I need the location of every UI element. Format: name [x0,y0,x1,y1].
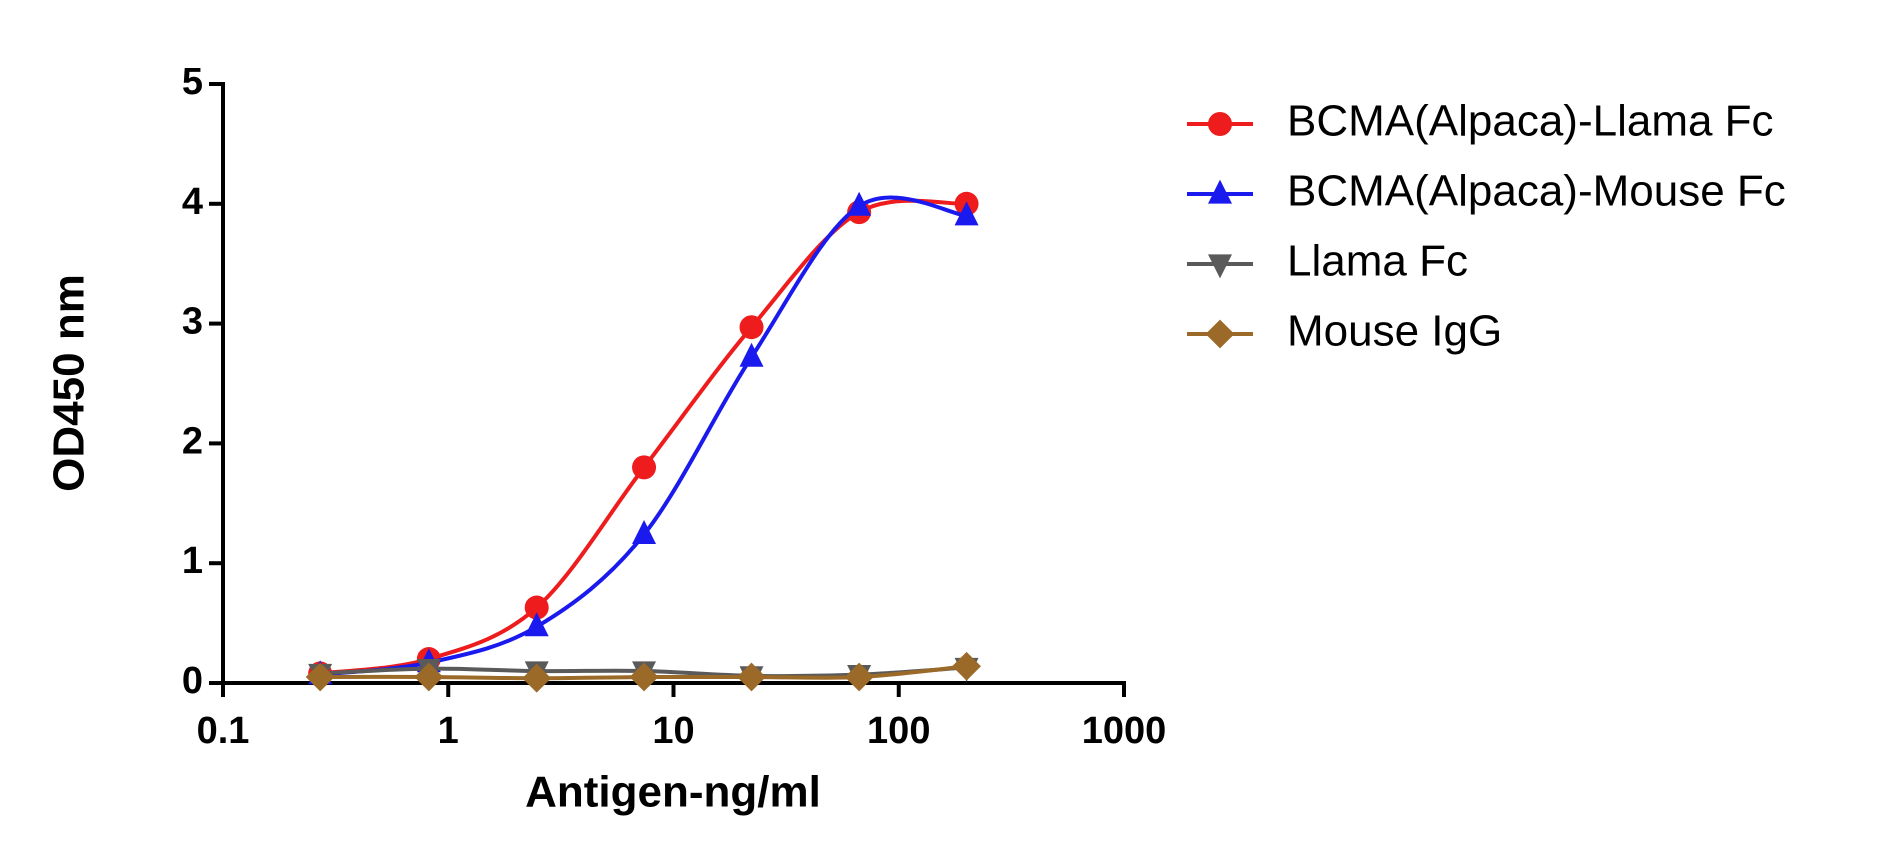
y-tick-label: 2 [182,420,203,462]
data-point [737,662,766,692]
x-tick-label: 1000 [1082,710,1167,752]
data-point [632,520,657,545]
data-point [954,201,979,226]
legend-marker [1208,254,1232,279]
data-point [414,662,444,692]
data-point [844,662,874,692]
y-tick-label: 4 [182,181,203,223]
data-point [629,662,659,692]
y-tick-label: 1 [182,540,203,582]
data-point [739,342,764,367]
x-tick-label: 10 [652,710,694,752]
data-point [632,455,657,480]
data-point [524,612,549,637]
legend-label: Llama Fc [1287,237,1468,286]
legend-label: BCMA(Alpaca)-Llama Fc [1287,97,1774,146]
y-tick-label: 5 [182,61,203,103]
data-point [952,651,981,681]
x-axis-title: Antigen-ng/ml [525,768,821,817]
legend-marker [1208,112,1232,136]
data-point [739,315,764,340]
data-point [305,662,335,692]
x-tick-label: 1 [438,710,459,752]
y-tick-label: 3 [182,301,203,343]
y-axis-title: OD450 nm [45,274,94,492]
legend-label: Mouse IgG [1287,307,1502,356]
series-line [319,198,967,676]
y-tick-label: 0 [182,660,203,702]
legend-marker [1205,319,1235,349]
data-point [524,595,549,620]
x-tick-label: 100 [867,710,930,752]
data-point [847,191,872,216]
legend-label: BCMA(Alpaca)-Mouse Fc [1287,167,1786,216]
series-line [319,195,967,677]
legend-marker [1208,179,1232,204]
data-point [522,663,552,693]
x-tick-label: 0.1 [197,710,250,752]
